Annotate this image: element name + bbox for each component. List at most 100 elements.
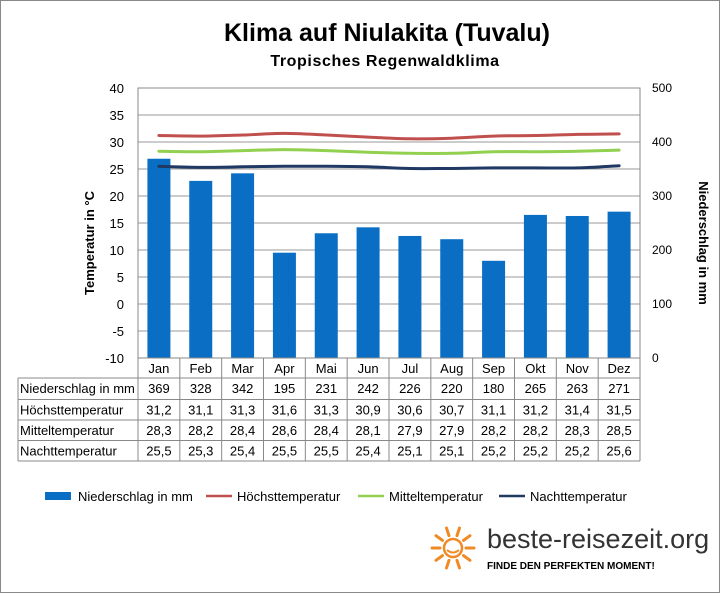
temperature-lines bbox=[157, 131, 621, 171]
y-tick-right: 100 bbox=[652, 297, 672, 311]
data-label: 30,7 bbox=[439, 403, 464, 418]
bar-precipitation bbox=[272, 252, 296, 358]
data-label: 265 bbox=[525, 381, 547, 396]
y-axis-left-title: Temperatur in °C bbox=[82, 190, 97, 295]
bar-precipitation bbox=[189, 180, 213, 358]
bar-precipitation bbox=[231, 173, 255, 358]
sun-icon bbox=[430, 526, 476, 570]
y-tick-left: 35 bbox=[110, 108, 124, 123]
data-label: 31,2 bbox=[146, 403, 171, 418]
data-label: 28,1 bbox=[355, 423, 380, 438]
data-label: 25,1 bbox=[397, 444, 422, 459]
data-table: Jan Feb Mar Apr Mai Jun Jul Aug Sep Okt Nov Dez Nied… bbox=[17, 357, 641, 462]
data-label: 31,3 bbox=[230, 403, 255, 418]
data-label: 31,3 bbox=[314, 403, 339, 418]
data-label: 25,2 bbox=[565, 444, 590, 459]
bar-precipitation bbox=[147, 158, 171, 358]
sun-ray bbox=[434, 554, 444, 562]
table-row-label: Höchsttemperatur bbox=[20, 403, 124, 418]
brand-logo: beste-reisezeit.org FINDE DEN PERFEKTEN … bbox=[430, 524, 709, 572]
data-label: 31,4 bbox=[565, 403, 590, 418]
data-label: 328 bbox=[190, 381, 212, 396]
bar-precipitation bbox=[440, 239, 464, 358]
month-label: Mai bbox=[316, 361, 337, 376]
data-label: 28,5 bbox=[606, 423, 631, 438]
chart-title: Klima auf Niulakita (Tuvalu) bbox=[224, 19, 550, 47]
legend-label: Nachttemperatur bbox=[530, 489, 627, 504]
y-tick-left: 0 bbox=[117, 297, 124, 312]
y-axis-right-ticks: 500 400 300 200 100 0 bbox=[652, 81, 672, 365]
month-label: Feb bbox=[190, 361, 212, 376]
y-tick-right: 400 bbox=[652, 135, 672, 149]
legend-label: Höchsttemperatur bbox=[237, 489, 341, 504]
data-label: 220 bbox=[441, 381, 463, 396]
sun-ray bbox=[455, 526, 461, 538]
sun-ray bbox=[462, 534, 472, 542]
month-label: Jan bbox=[148, 361, 169, 376]
bar-precipitation bbox=[482, 260, 506, 358]
data-label: 25,4 bbox=[230, 444, 255, 459]
sun-ray bbox=[445, 558, 451, 570]
sun-ray bbox=[445, 526, 451, 538]
sun-smile bbox=[446, 549, 460, 554]
data-label: 31,2 bbox=[523, 403, 548, 418]
data-label: 27,9 bbox=[397, 423, 422, 438]
y-tick-left: 15 bbox=[110, 216, 124, 231]
data-label: 25,3 bbox=[188, 444, 213, 459]
y-axis-right-title: Niederschlag in mm bbox=[696, 181, 711, 305]
data-label: 25,2 bbox=[481, 444, 506, 459]
data-label: 30,9 bbox=[355, 403, 380, 418]
y-tick-left: 25 bbox=[110, 162, 124, 177]
data-label: 31,1 bbox=[481, 403, 506, 418]
y-tick-left: -5 bbox=[112, 324, 124, 339]
data-label: 25,1 bbox=[439, 444, 464, 459]
legend-label: Niederschlag in mm bbox=[78, 489, 193, 504]
line-mitteltemperatur bbox=[157, 148, 621, 155]
data-label: 28,3 bbox=[146, 423, 171, 438]
data-label: 28,2 bbox=[481, 423, 506, 438]
data-label: 25,5 bbox=[272, 444, 297, 459]
data-label: 28,2 bbox=[523, 423, 548, 438]
legend: Niederschlag in mm Höchsttemperatur Mittel… bbox=[45, 489, 627, 504]
y-tick-left: 20 bbox=[110, 189, 124, 204]
data-label: 31,6 bbox=[272, 403, 297, 418]
month-label: Jul bbox=[402, 361, 419, 376]
y-tick-left: -10 bbox=[105, 351, 124, 366]
data-label: 271 bbox=[608, 381, 630, 396]
data-label: 195 bbox=[274, 381, 296, 396]
data-label: 242 bbox=[357, 381, 379, 396]
legend-label: Mitteltemperatur bbox=[389, 489, 484, 504]
month-label: Aug bbox=[440, 361, 463, 376]
y-tick-left: 40 bbox=[110, 81, 124, 96]
data-label: 25,6 bbox=[606, 444, 631, 459]
y-tick-right: 200 bbox=[652, 243, 672, 257]
data-label: 25,5 bbox=[314, 444, 339, 459]
sun-ray bbox=[455, 558, 461, 570]
y-axis-left-ticks: 40 35 30 25 20 15 10 5 0 -5 -10 bbox=[105, 81, 124, 366]
table-row-label: Mitteltemperatur bbox=[20, 423, 115, 438]
month-label: Jun bbox=[358, 361, 379, 376]
y-tick-left: 5 bbox=[117, 270, 124, 285]
legend-swatch-bar bbox=[45, 492, 71, 500]
precipitation-bars bbox=[147, 158, 631, 358]
month-label: Okt bbox=[525, 361, 546, 376]
month-label: Dez bbox=[608, 361, 631, 376]
data-label: 28,6 bbox=[272, 423, 297, 438]
data-label: 31,1 bbox=[188, 403, 213, 418]
data-label: 30,6 bbox=[397, 403, 422, 418]
y-tick-right: 0 bbox=[652, 351, 659, 365]
bar-precipitation bbox=[398, 235, 422, 358]
line-hoechsttemperatur bbox=[157, 131, 621, 141]
sun-ray bbox=[462, 554, 472, 562]
data-label: 28,2 bbox=[188, 423, 213, 438]
data-label: 226 bbox=[399, 381, 421, 396]
table-row-label: Niederschlag in mm bbox=[20, 381, 135, 396]
data-label: 28,4 bbox=[314, 423, 339, 438]
data-label: 28,3 bbox=[565, 423, 590, 438]
data-label: 27,9 bbox=[439, 423, 464, 438]
bar-precipitation bbox=[565, 215, 589, 358]
bar-precipitation bbox=[314, 233, 338, 358]
bar-precipitation bbox=[356, 227, 380, 358]
sun-ray bbox=[434, 534, 444, 542]
